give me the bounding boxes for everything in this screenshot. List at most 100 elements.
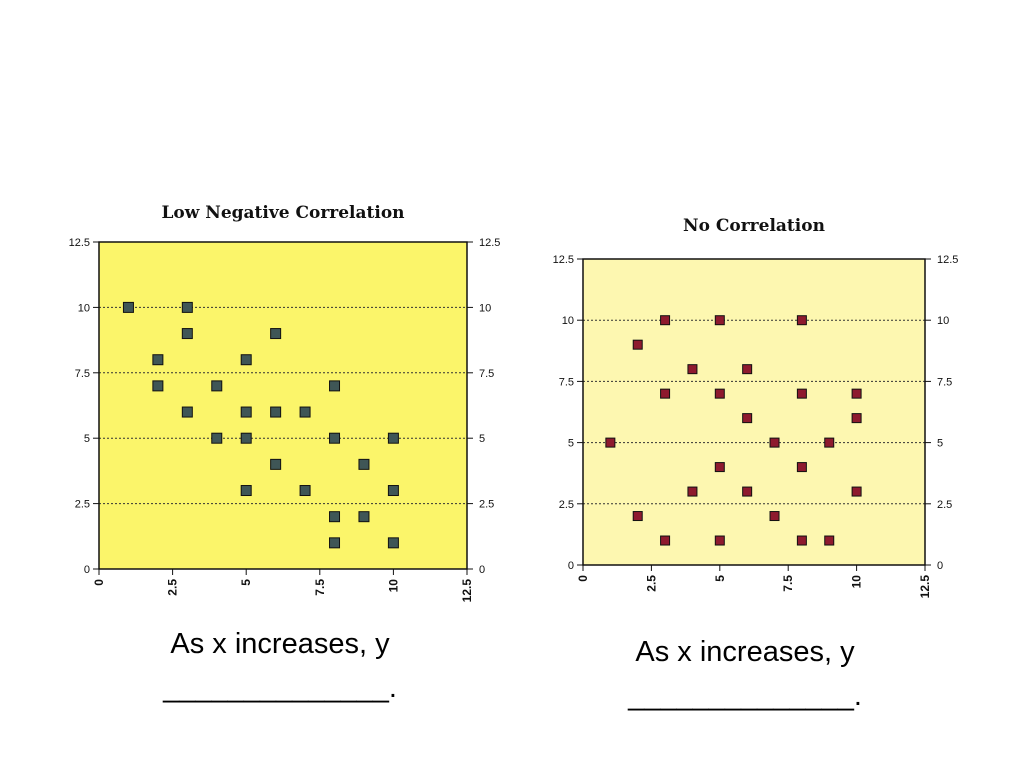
right-plot-border [582,258,926,566]
left-point-23 [358,511,370,523]
right-point-5 [742,364,753,375]
right-point-20 [632,511,643,522]
left-point-17 [270,458,282,470]
right-point-2 [796,315,807,326]
left-ytick-label-left-0: 0 [84,564,90,576]
right-point-16 [796,462,807,473]
right-ytick-label-left-1: 2.5 [559,499,574,511]
left-ytick-label-right-3: 7.5 [479,368,494,380]
left-point-18 [358,458,370,470]
left-xtick-label-2: 5 [239,579,253,586]
right-point-4 [687,364,698,375]
right-point-6 [660,388,671,399]
left-ytick-label-left-2: 5 [84,433,90,445]
left-point-2 [181,328,193,340]
left-point-21 [387,485,399,497]
right-xtick-label-0: 0 [576,575,590,582]
right-point-21 [769,511,780,522]
left-ytick-label-right-2: 5 [479,433,485,445]
left-ytick-label-right-0: 0 [479,564,485,576]
right-ytick-label-left-5: 12.5 [553,254,574,266]
right-ytick-label-left-3: 7.5 [559,376,574,388]
right-point-22 [660,535,671,546]
right-point-18 [742,486,753,497]
left-ytick-label-right-5: 12.5 [479,237,500,249]
left-ytick-label-left-5: 12.5 [69,237,90,249]
right-xtick-label-1: 2.5 [644,575,658,592]
left-plot-border [98,241,468,570]
left-ytick-label-left-4: 10 [78,302,90,314]
right-point-19 [851,486,862,497]
left-point-25 [387,537,399,549]
caption-left: As x increases, y ______________. [100,622,460,710]
left-point-1 [181,301,193,313]
left-point-9 [181,406,193,418]
right-xtick-label-5: 12.5 [918,575,932,599]
right-point-9 [851,388,862,399]
left-point-12 [299,406,311,418]
left-xtick-label-5: 12.5 [460,579,474,603]
left-xtick-label-3: 7.5 [313,579,327,596]
right-point-15 [714,462,725,473]
left-point-3 [270,328,282,340]
right-ytick-label-right-1: 2.5 [937,499,952,511]
left-point-5 [240,354,252,366]
caption-right-line2: ______________. [628,680,862,712]
left-ytick-label-right-4: 10 [479,302,491,314]
right-point-25 [824,535,835,546]
left-xtick-label-1: 2.5 [166,579,180,596]
left-point-16 [387,432,399,444]
left-point-14 [240,432,252,444]
right-point-1 [714,315,725,326]
left-point-15 [329,432,341,444]
left-point-8 [329,380,341,392]
right-ytick-label-right-4: 10 [937,315,949,327]
right-point-24 [796,535,807,546]
right-point-14 [824,437,835,448]
left-point-20 [299,485,311,497]
right-ytick-label-right-2: 5 [937,438,943,450]
right-point-17 [687,486,698,497]
right-xtick-label-2: 5 [713,575,727,582]
right-point-12 [605,437,616,448]
right-point-13 [769,437,780,448]
right-point-10 [742,413,753,424]
left-point-0 [122,301,134,313]
caption-left-line2: ______________. [163,672,397,704]
right-point-0 [660,315,671,326]
right-ytick-label-right-5: 12.5 [937,254,958,266]
left-xtick-label-4: 10 [386,579,400,593]
left-point-6 [152,380,164,392]
right-ytick-label-left-2: 5 [568,438,574,450]
left-ytick-label-left-3: 7.5 [75,368,90,380]
left-point-11 [270,406,282,418]
right-point-7 [714,388,725,399]
caption-right: As x increases, y ______________. [565,630,925,718]
left-chart-title: Low Negative Correlation [161,203,404,223]
right-ytick-label-left-4: 10 [562,315,574,327]
right-point-3 [632,339,643,350]
right-ytick-label-right-3: 7.5 [937,376,952,388]
right-point-8 [796,388,807,399]
right-xtick-label-3: 7.5 [781,575,795,592]
right-chart-title: No Correlation [683,216,825,236]
caption-right-line1: As x increases, y [635,636,855,668]
left-ytick-label-right-1: 2.5 [479,499,494,511]
left-point-10 [240,406,252,418]
left-point-4 [152,354,164,366]
left-point-13 [211,432,223,444]
left-point-7 [211,380,223,392]
left-ytick-label-left-1: 2.5 [75,499,90,511]
left-point-22 [329,511,341,523]
right-point-23 [714,535,725,546]
left-point-24 [329,537,341,549]
right-ytick-label-left-0: 0 [568,560,574,572]
left-plot-area [99,242,467,569]
left-xtick-label-0: 0 [92,579,106,586]
right-ytick-label-right-0: 0 [937,560,943,572]
right-point-11 [851,413,862,424]
caption-left-line1: As x increases, y [170,628,390,660]
right-xtick-label-4: 10 [850,575,864,589]
